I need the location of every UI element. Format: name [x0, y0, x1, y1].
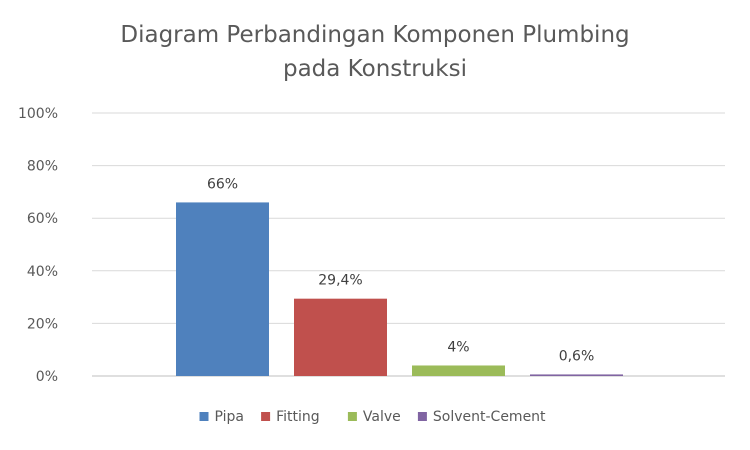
chart-title-line-1: Diagram Perbandingan Komponen Plumbing: [120, 22, 630, 48]
legend-swatch-pipa: [199, 412, 209, 421]
legend-swatch-valve: [347, 412, 357, 421]
legend-label-valve: Valve: [363, 409, 401, 425]
y-tick-label: 80%: [27, 159, 58, 175]
legend-swatch-fitting: [261, 412, 271, 421]
y-tick-label: 0%: [36, 369, 58, 385]
legend-label-pipa: Pipa: [215, 409, 245, 425]
data-label-fitting: 29,4%: [318, 273, 362, 289]
y-tick-label: 40%: [27, 264, 58, 280]
bar-valve: [412, 365, 505, 376]
legend-label-fitting: Fitting: [276, 409, 320, 425]
bar-solvent-cement: [530, 374, 623, 376]
legend-label-solvent-cement: Solvent-Cement: [433, 409, 546, 425]
data-label-solvent-cement: 0,6%: [559, 348, 595, 364]
data-label-pipa: 66%: [207, 176, 238, 192]
chart-title-line-2: pada Konstruksi: [282, 56, 467, 82]
legend-swatch-solvent-cement: [417, 412, 427, 421]
chart-title: Diagram Perbandingan Komponen Plumbing p…: [0, 18, 750, 86]
data-label-valve: 4%: [447, 339, 469, 355]
bar-fitting: [294, 298, 387, 376]
bar-pipa: [176, 202, 269, 376]
y-tick-label: 100%: [18, 106, 58, 122]
y-tick-label: 20%: [27, 316, 58, 332]
y-tick-label: 60%: [27, 211, 58, 227]
